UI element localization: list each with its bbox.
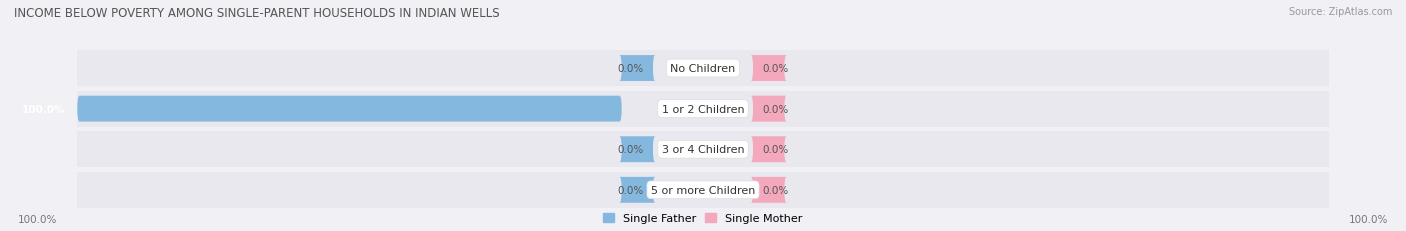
FancyBboxPatch shape (620, 137, 655, 162)
Text: INCOME BELOW POVERTY AMONG SINGLE-PARENT HOUSEHOLDS IN INDIAN WELLS: INCOME BELOW POVERTY AMONG SINGLE-PARENT… (14, 7, 499, 20)
Text: 100.0%: 100.0% (18, 214, 58, 225)
Text: 0.0%: 0.0% (617, 64, 644, 74)
FancyBboxPatch shape (751, 56, 786, 82)
Text: No Children: No Children (671, 64, 735, 74)
FancyBboxPatch shape (751, 177, 786, 203)
Text: 100.0%: 100.0% (21, 104, 65, 114)
Text: 0.0%: 0.0% (617, 145, 644, 155)
Text: 1 or 2 Children: 1 or 2 Children (662, 104, 744, 114)
Text: 0.0%: 0.0% (762, 145, 789, 155)
Text: 0.0%: 0.0% (617, 185, 644, 195)
Text: 0.0%: 0.0% (762, 64, 789, 74)
FancyBboxPatch shape (77, 96, 621, 122)
Text: 0.0%: 0.0% (762, 185, 789, 195)
FancyBboxPatch shape (751, 137, 786, 162)
FancyBboxPatch shape (620, 177, 655, 203)
Text: Source: ZipAtlas.com: Source: ZipAtlas.com (1288, 7, 1392, 17)
Text: 3 or 4 Children: 3 or 4 Children (662, 145, 744, 155)
Text: 5 or more Children: 5 or more Children (651, 185, 755, 195)
Legend: Single Father, Single Mother: Single Father, Single Mother (603, 213, 803, 223)
FancyBboxPatch shape (620, 56, 655, 82)
FancyBboxPatch shape (751, 96, 786, 122)
Text: 100.0%: 100.0% (1348, 214, 1388, 225)
Text: 0.0%: 0.0% (762, 104, 789, 114)
